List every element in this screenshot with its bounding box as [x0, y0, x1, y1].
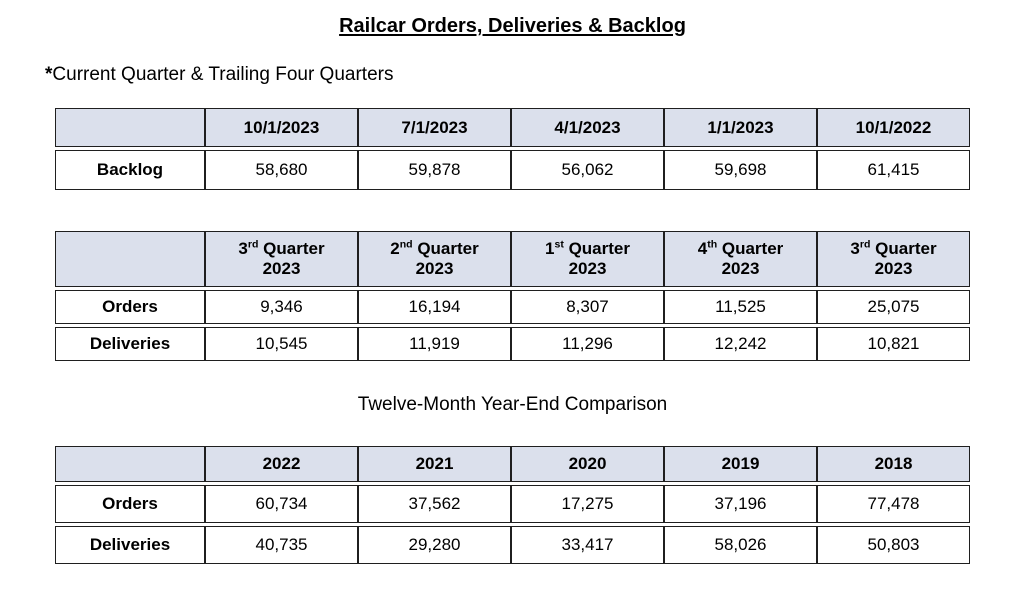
row-label: Deliveries [55, 526, 205, 564]
yearly-table: 2022 2021 2020 2019 2018 Orders 60,734 3… [55, 443, 970, 567]
document-page: Railcar Orders, Deliveries & Backlog *Cu… [45, 14, 970, 567]
yearly-table-header-row: 2022 2021 2020 2019 2018 [55, 446, 970, 482]
data-cell: 11,919 [358, 327, 511, 361]
quarter-line: 4th Quarter [697, 238, 784, 258]
quarter-line: 1st Quarter [545, 238, 630, 258]
data-cell: 10,821 [817, 327, 970, 361]
column-header: 2022 [205, 446, 358, 482]
data-cell: 17,275 [511, 485, 664, 523]
data-cell: 50,803 [817, 526, 970, 564]
column-header: 3rd Quarter 2023 [205, 231, 358, 287]
column-header: 4/1/2023 [511, 108, 664, 147]
column-header: 1/1/2023 [664, 108, 817, 147]
column-header: 4th Quarter 2023 [664, 231, 817, 287]
column-header: 2019 [664, 446, 817, 482]
column-header: 2018 [817, 446, 970, 482]
quarter-line: 3rd Quarter [850, 238, 937, 258]
column-header: 10/1/2022 [817, 108, 970, 147]
column-header: 10/1/2023 [205, 108, 358, 147]
empty-corner-cell [55, 108, 205, 147]
quarter-line: 3rd Quarter [238, 238, 325, 258]
data-cell: 10,545 [205, 327, 358, 361]
quarter-year: 2023 [874, 259, 913, 278]
ordinal-suffix: rd [247, 238, 259, 251]
backlog-table: 10/1/2023 7/1/2023 4/1/2023 1/1/2023 10/… [55, 105, 970, 193]
quarter-line: 2nd Quarter [390, 238, 479, 258]
quarterly-table-header-row: 3rd Quarter 2023 2nd Quarter 2023 1st Qu… [55, 231, 970, 287]
data-cell: 33,417 [511, 526, 664, 564]
ordinal-suffix: st [554, 238, 564, 251]
row-label: Orders [55, 290, 205, 324]
ordinal-suffix: nd [399, 238, 413, 251]
row-label: Deliveries [55, 327, 205, 361]
table-row-orders: Orders 9,346 16,194 8,307 11,525 25,075 [55, 290, 970, 324]
data-cell: 8,307 [511, 290, 664, 324]
column-header: 2nd Quarter 2023 [358, 231, 511, 287]
data-cell: 58,680 [205, 150, 358, 190]
backlog-table-header-row: 10/1/2023 7/1/2023 4/1/2023 1/1/2023 10/… [55, 108, 970, 147]
page-title-text: Railcar Orders, Deliveries & Backlog [339, 15, 686, 37]
data-cell: 37,562 [358, 485, 511, 523]
data-cell: 77,478 [817, 485, 970, 523]
quarter-year: 2023 [415, 259, 454, 278]
table-row-deliveries: Deliveries 10,545 11,919 11,296 12,242 1… [55, 327, 970, 361]
subtitle-asterisk: * [45, 64, 53, 85]
data-cell: 60,734 [205, 485, 358, 523]
data-cell: 37,196 [664, 485, 817, 523]
data-cell: 25,075 [817, 290, 970, 324]
row-label: Orders [55, 485, 205, 523]
data-cell: 58,026 [664, 526, 817, 564]
table-row-orders: Orders 60,734 37,562 17,275 37,196 77,47… [55, 485, 970, 523]
data-cell: 16,194 [358, 290, 511, 324]
empty-corner-cell [55, 446, 205, 482]
subtitle: *Current Quarter & Trailing Four Quarter… [45, 64, 970, 86]
quarter-year: 2023 [568, 259, 607, 278]
table-row-deliveries: Deliveries 40,735 29,280 33,417 58,026 5… [55, 526, 970, 564]
data-cell: 11,525 [664, 290, 817, 324]
quarter-year: 2023 [721, 259, 760, 278]
data-cell: 59,698 [664, 150, 817, 190]
column-header: 7/1/2023 [358, 108, 511, 147]
data-cell: 56,062 [511, 150, 664, 190]
subtitle-text: Current Quarter & Trailing Four Quarters [52, 64, 394, 85]
table-row-backlog: Backlog 58,680 59,878 56,062 59,698 61,4… [55, 150, 970, 190]
column-header: 2020 [511, 446, 664, 482]
page-title: Railcar Orders, Deliveries & Backlog [55, 14, 970, 38]
ordinal-suffix: rd [859, 238, 871, 251]
data-cell: 59,878 [358, 150, 511, 190]
quarter-year: 2023 [262, 259, 301, 278]
data-cell: 40,735 [205, 526, 358, 564]
ordinal-suffix: th [707, 238, 718, 251]
row-label: Backlog [55, 150, 205, 190]
column-header: 3rd Quarter 2023 [817, 231, 970, 287]
quarterly-table: 3rd Quarter 2023 2nd Quarter 2023 1st Qu… [55, 228, 970, 364]
data-cell: 11,296 [511, 327, 664, 361]
data-cell: 29,280 [358, 526, 511, 564]
column-header: 1st Quarter 2023 [511, 231, 664, 287]
column-header: 2021 [358, 446, 511, 482]
data-cell: 9,346 [205, 290, 358, 324]
section-title: Twelve-Month Year-End Comparison [357, 394, 668, 415]
empty-corner-cell [55, 231, 205, 287]
data-cell: 12,242 [664, 327, 817, 361]
data-cell: 61,415 [817, 150, 970, 190]
